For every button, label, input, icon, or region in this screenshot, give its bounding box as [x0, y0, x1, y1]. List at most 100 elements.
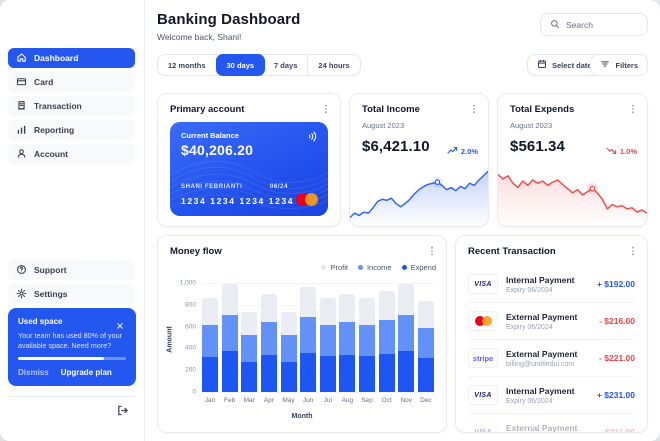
bar-segment-profit	[202, 298, 218, 326]
gridline	[202, 392, 434, 393]
sidebar-item-account[interactable]: Account	[8, 144, 135, 164]
kebab-menu-icon[interactable]	[628, 102, 640, 116]
expends-period: August 2023	[510, 121, 553, 130]
legend-dot-icon	[357, 265, 363, 270]
bar-segment-expend	[260, 354, 277, 392]
current-balance-label: Current Balance	[181, 131, 239, 140]
payment-brand-badge: VISA	[468, 274, 498, 294]
search-box[interactable]	[540, 13, 648, 36]
mastercard-logo-icon	[474, 315, 492, 327]
bar-segment-income	[378, 319, 395, 354]
bar-jan[interactable]	[202, 298, 218, 392]
sidebar-secondary-nav: Support Settings	[8, 260, 135, 304]
bar-apr[interactable]	[260, 293, 277, 392]
close-icon[interactable]	[116, 317, 126, 329]
x-tick-label: Nov	[400, 397, 413, 404]
bar-jul[interactable]	[319, 297, 336, 392]
bar-may[interactable]	[280, 311, 297, 392]
range-12-months[interactable]: 12 months	[158, 55, 217, 75]
sidebar-item-support[interactable]: Support	[8, 260, 135, 280]
sidebar-item-dashboard[interactable]: Dashboard	[8, 48, 135, 68]
transaction-amount: - $216.00	[599, 316, 635, 326]
total-income-title: Total Income	[362, 104, 420, 115]
sidebar-item-card[interactable]: Card	[8, 72, 135, 92]
transaction-row[interactable]: stripe External Payment billing@untitled…	[468, 340, 635, 377]
range-30-days[interactable]: 30 days	[215, 54, 266, 76]
income-change-value: 2.0%	[460, 147, 478, 156]
x-tick-label: Jul	[323, 397, 332, 404]
bar-segment-income	[339, 322, 356, 355]
search-icon	[550, 16, 560, 34]
sidebar-item-label: Account	[34, 149, 68, 159]
filters-button[interactable]: Filters	[590, 54, 648, 76]
home-icon	[16, 52, 27, 65]
bar-sep[interactable]	[359, 297, 375, 392]
bar-dec[interactable]	[417, 301, 434, 392]
transaction-row[interactable]: VISA External Payment Expiry 06/2024 - $…	[468, 414, 635, 433]
transaction-info: External Payment Expiry 06/2024	[506, 423, 577, 433]
money-flow-x-axis: Jan Feb Mar Apr May Jun Jul Aug Sep Oct Nov Dec	[202, 397, 434, 404]
sidebar-item-label: Dashboard	[34, 53, 79, 63]
sidebar-main-nav: Dashboard Card Transaction Reporting Account	[8, 48, 135, 164]
used-space-body: Your team has used 80% of your available…	[18, 331, 123, 351]
legend-label: Income	[366, 263, 392, 272]
x-tick-label: Apr	[263, 397, 274, 404]
bar-segment-expend	[300, 352, 317, 392]
credit-card[interactable]: Current Balance $40,206.20 SHANI FEBRIAN…	[170, 122, 328, 216]
upgrade-plan-button[interactable]: Upgrade plan	[60, 368, 112, 378]
x-tick-label: Jan	[204, 397, 216, 404]
sidebar-item-label: Transaction	[34, 101, 82, 111]
logout-icon[interactable]	[116, 404, 131, 419]
bar-segment-expend	[280, 362, 297, 392]
expends-amount: $561.34	[510, 138, 565, 155]
bar-mar[interactable]	[241, 311, 258, 392]
x-tick-label: May	[282, 397, 295, 404]
credit-card-icon	[16, 76, 27, 89]
visa-logo-icon: VISA	[474, 280, 492, 288]
transaction-row[interactable]: External Payment Expiry 06/2024 - $216.0…	[468, 303, 635, 340]
search-input[interactable]	[566, 19, 638, 30]
kebab-menu-icon[interactable]	[469, 102, 481, 116]
transaction-info: External Payment Expiry 06/2024	[506, 312, 577, 331]
legend-label: Profit	[330, 263, 348, 272]
payment-brand-badge: stripe	[468, 348, 498, 368]
bar-nov[interactable]	[398, 284, 415, 392]
transaction-row[interactable]: VISA Internal Payment Expiry 06/2024 + $…	[468, 266, 635, 303]
bar-feb[interactable]	[221, 284, 238, 392]
money-flow-title: Money flow	[170, 246, 222, 257]
y-tick-label: 200	[185, 366, 196, 374]
range-24-hours[interactable]: 24 hours	[318, 60, 350, 70]
sidebar-item-label: Card	[34, 77, 54, 87]
bar-segment-income	[417, 327, 434, 359]
bar-segment-profit	[378, 290, 395, 320]
kebab-menu-icon[interactable]	[427, 244, 439, 258]
range-7-days[interactable]: 7 days	[264, 55, 309, 75]
sidebar-item-reporting[interactable]: Reporting	[8, 120, 135, 140]
bar-segment-income	[319, 324, 336, 356]
bar-group	[202, 283, 434, 392]
income-amount: $6,421.10	[362, 138, 430, 155]
transaction-detail: Expiry 06/2024	[506, 397, 553, 405]
bar-oct[interactable]	[378, 290, 395, 392]
payment-brand-badge: VISA	[468, 385, 498, 405]
gridline	[202, 370, 434, 372]
card-wave-pattern	[170, 160, 328, 210]
welcome-text: Welcome back, Shani!	[157, 32, 242, 42]
visa-logo-icon: VISA	[474, 428, 492, 433]
total-income-card: Total Income August 2023 $6,421.10 2.0%	[349, 93, 489, 227]
stripe-logo-icon: stripe	[472, 353, 494, 363]
bar-segment-income	[260, 322, 277, 355]
filters-label: Filters	[615, 60, 638, 70]
kebab-menu-icon[interactable]	[628, 244, 640, 258]
sidebar-item-settings[interactable]: Settings	[8, 284, 135, 304]
sidebar-item-transaction[interactable]: Transaction	[8, 96, 135, 116]
transaction-amount: + $192.00	[596, 279, 635, 289]
bar-segment-profit	[359, 297, 375, 325]
kebab-menu-icon[interactable]	[321, 102, 333, 116]
select-dates-button[interactable]: Select dates	[527, 54, 606, 76]
expends-change-value: 1.0%	[619, 147, 637, 156]
bar-aug[interactable]	[339, 293, 356, 392]
dismiss-button[interactable]: Dismiss	[18, 368, 49, 378]
transaction-row[interactable]: VISA Internal Payment Expiry 06/2024 + $…	[468, 377, 635, 414]
bar-jun[interactable]	[300, 287, 317, 392]
